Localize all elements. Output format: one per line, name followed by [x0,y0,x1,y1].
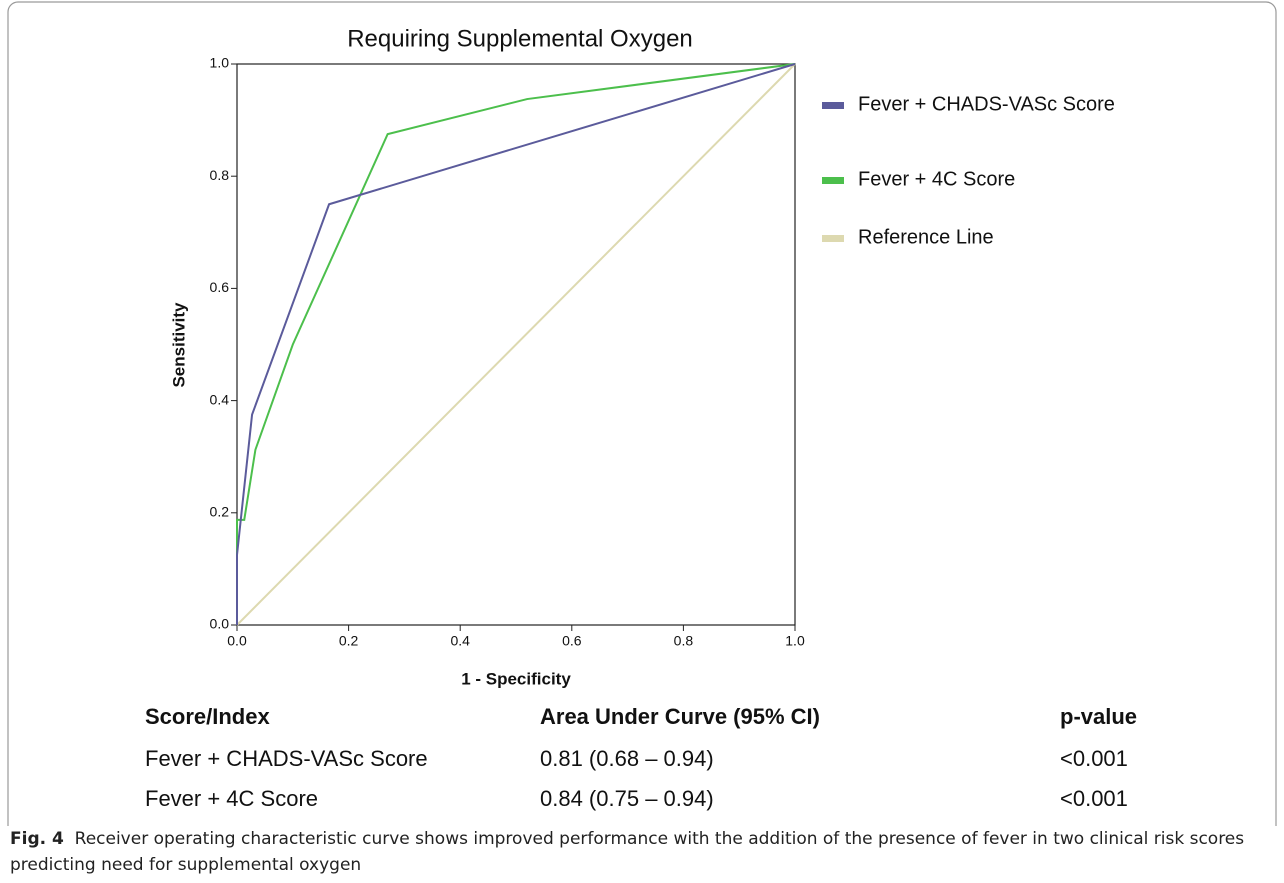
legend-swatch [822,177,844,184]
table-cell: Fever + CHADS-VASc Score [145,746,428,771]
legend-swatch [822,235,844,242]
table-cell: Fever + 4C Score [145,786,318,811]
x-tick-label: 0.8 [674,633,694,649]
table-cell: 0.81 (0.68 – 0.94) [540,746,714,771]
legend-label: Fever + 4C Score [858,168,1015,190]
y-tick-label: 0.6 [210,279,230,295]
figure-caption: Fig. 4 Receiver operating characteristic… [10,826,1272,878]
y-tick-label: 0.2 [210,504,230,520]
roc-line [236,63,796,625]
x-tick-label: 0.6 [562,633,582,649]
table-cell: <0.001 [1060,746,1128,771]
table-cell: <0.001 [1060,786,1128,811]
legend-swatch [822,102,844,109]
table-cell: 0.84 (0.75 – 0.94) [540,786,714,811]
x-tick-label: 0.2 [339,633,359,649]
table-header: Score/Index [145,704,270,729]
roc-line [236,63,796,626]
caption-label: Fig. 4 [10,829,64,849]
x-tick-label: 0.0 [227,633,247,649]
plot-frame [236,63,796,626]
y-tick-label: 0.8 [210,167,230,183]
roc-line [236,63,796,625]
table-header: p-value [1060,704,1137,729]
legend-label: Reference Line [858,226,994,248]
y-axis-label: Sensitivity [169,302,188,388]
y-tick-label: 0.0 [210,616,230,632]
figure: Requiring Supplemental Oxygen 1 - Specif… [7,1,1277,826]
table-header: Area Under Curve (95% CI) [540,704,820,729]
x-tick-label: 1.0 [785,633,805,649]
chart-title: Requiring Supplemental Oxygen [347,25,693,52]
y-tick-label: 0.4 [210,391,230,407]
x-axis-label: 1 - Specificity [461,669,571,688]
legend-label: Fever + CHADS-VASc Score [858,93,1115,115]
figure-frame [7,1,1277,826]
x-tick-label: 0.4 [450,633,470,649]
caption-text: Receiver operating characteristic curve … [10,829,1245,875]
y-tick-label: 1.0 [210,55,230,71]
